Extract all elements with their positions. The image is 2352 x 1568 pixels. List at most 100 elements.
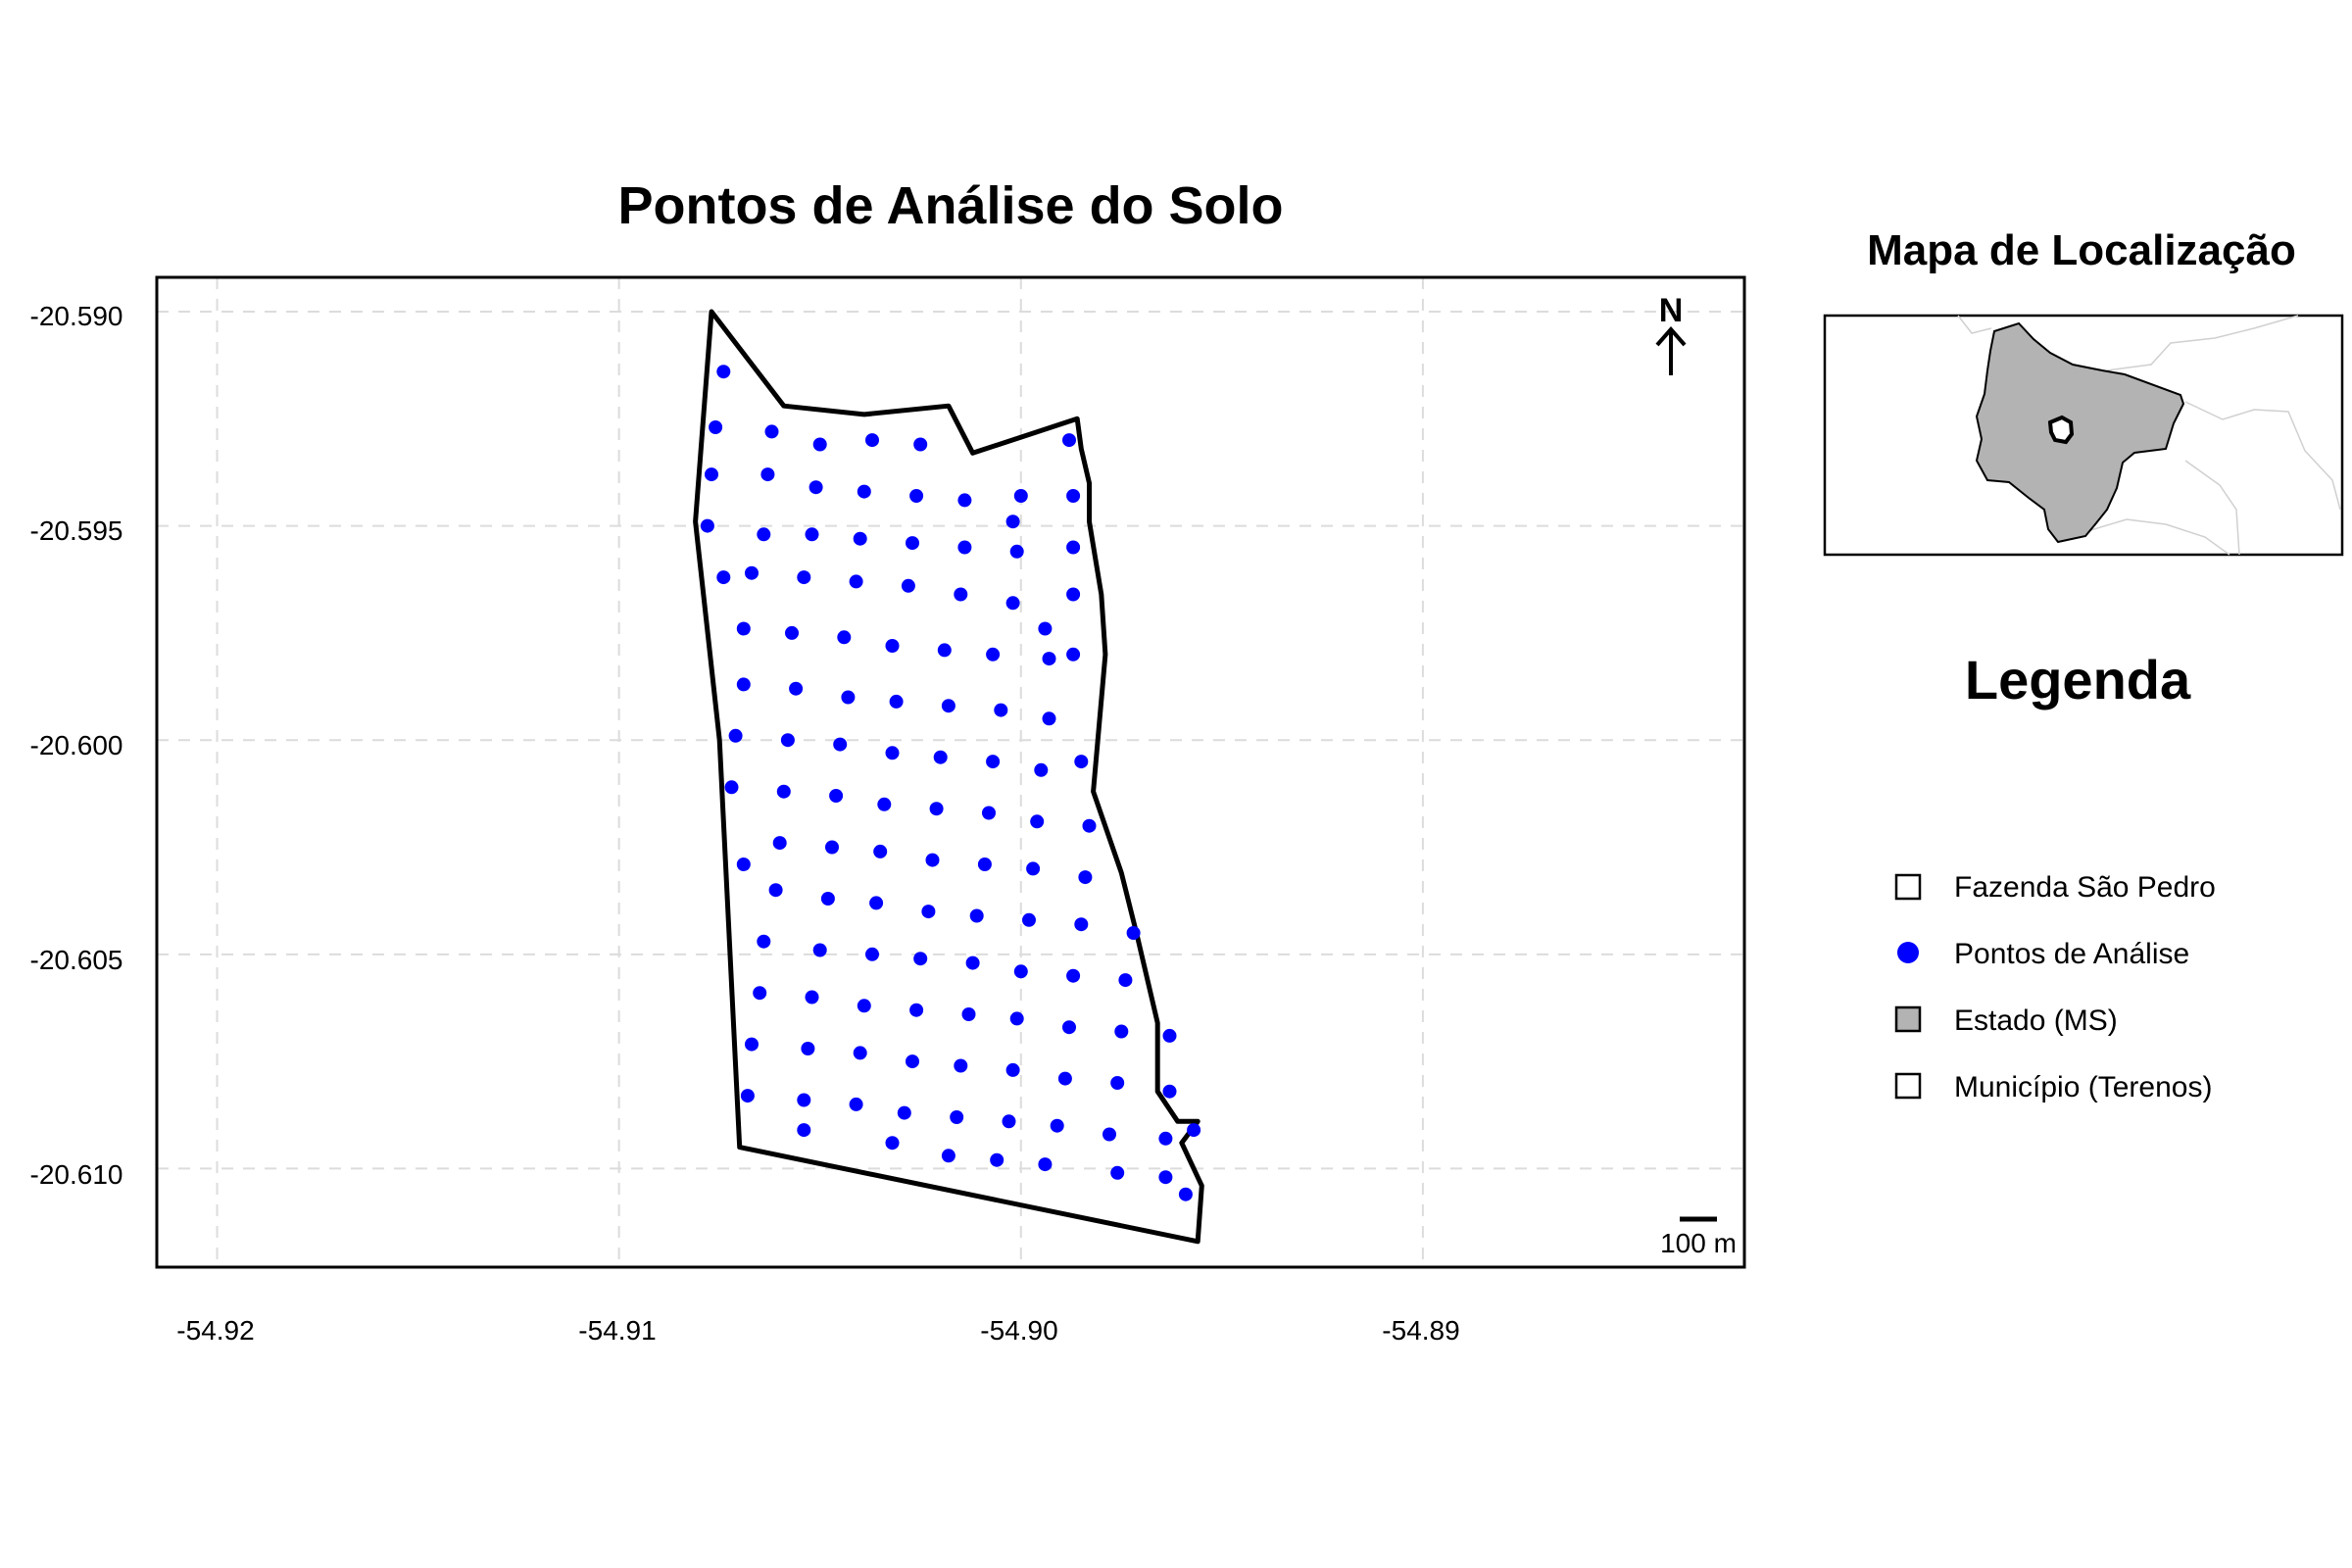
sample-point [853,531,867,546]
sample-point [950,1110,964,1124]
grid-lines [157,277,1744,1267]
sample-point [745,565,759,580]
sample-point [709,420,723,434]
sample-point [1162,1028,1177,1043]
main-map-panel: -20.590 -20.595 -20.600 -20.605 -20.610 … [30,275,1746,1346]
sample-point [724,780,739,795]
x-tick-label: -54.90 [980,1315,1057,1346]
state-ms-shape [1975,321,2185,544]
sample-point [1057,1071,1072,1086]
legend-item-municipio: Município (Terenos) [1894,1071,2212,1103]
sample-point [1038,1157,1053,1172]
sample-point [1050,1118,1064,1133]
sample-point [1038,621,1053,636]
sample-point [929,802,944,816]
legend-title: Legenda [1965,649,2191,710]
sample-point [736,621,751,636]
sample-point [825,840,839,855]
sample-point [941,1149,956,1163]
sample-point [857,999,871,1013]
north-arrow-icon: N [1655,292,1687,375]
sample-point [925,853,940,867]
legend-label: Município (Terenos) [1954,1071,2212,1103]
sample-point [812,437,827,452]
legend: Fazenda São Pedro Pontos de Análise Esta… [1894,871,2216,1103]
farm-boundary [693,309,1204,1245]
sample-point [1005,514,1020,529]
sample-point [736,858,751,871]
sample-point [1118,973,1133,988]
y-tick-label: -20.605 [30,945,123,975]
sample-point [885,746,900,760]
sample-point [990,1152,1004,1167]
sample-point [1005,596,1020,611]
sample-point [820,892,835,906]
y-tick-label: -20.590 [30,301,123,331]
legend-item-estado: Estado (MS) [1894,1004,2118,1037]
sample-point [1158,1170,1173,1185]
sample-point [829,789,844,803]
sample-point [906,1054,919,1069]
sample-point [877,797,892,811]
sample-point [1082,818,1097,833]
sample-point [808,480,823,495]
sample-point [857,484,871,499]
sample-point [1066,489,1081,503]
sample-point [1074,917,1089,932]
sample-point [760,467,775,482]
sample-point [776,784,791,799]
sample-point [957,540,972,555]
sample-point [1114,1024,1129,1039]
legend-label: Estado (MS) [1954,1004,2118,1037]
sample-point [885,639,900,653]
sample-point [901,578,915,593]
y-tick-label: -20.595 [30,515,123,546]
sample-point [1062,433,1076,448]
sample-point [849,574,863,589]
sample-point [1158,1131,1173,1146]
inset-map-title: Mapa de Localização [1867,226,2296,274]
legend-symbol-open-square [1894,1072,1922,1100]
north-label: N [1659,292,1684,329]
sample-point [716,570,731,585]
sample-point [965,956,980,970]
sample-point [909,489,924,503]
sample-point [909,1003,924,1017]
sample-point [986,647,1001,662]
sample-point [1110,1076,1125,1090]
sample-point [797,570,811,585]
sample-point [1066,647,1081,662]
sample-point [1110,1165,1125,1180]
sample-point [797,1123,811,1138]
y-axis-ticks: -20.590 -20.595 -20.600 -20.605 -20.610 [30,301,123,1190]
legend-item-pontos: Pontos de Análise [1897,938,2189,970]
sample-point [716,365,731,379]
sample-point [1022,912,1036,927]
x-axis-ticks: -54.92 -54.91 -54.90 -54.89 [176,1315,1459,1346]
sample-point [728,728,743,743]
sample-point [1030,814,1045,829]
sample-point [753,986,767,1001]
legend-label: Pontos de Análise [1954,938,2189,970]
sample-point [961,1007,976,1021]
neighbor-borders [1957,315,2341,556]
sample-point [736,677,751,692]
legend-symbol-open-square [1894,873,1922,901]
sample-point [757,934,771,949]
main-map-title: Pontos de Análise do Solo [617,176,1283,235]
sample-point [1013,489,1028,503]
sample-point [805,990,819,1004]
sample-points [700,365,1201,1201]
sample-point [994,703,1008,717]
sample-point [1062,1020,1076,1035]
sample-point [933,750,948,764]
sample-point [954,587,968,602]
sample-point [1078,870,1093,885]
sample-point [921,905,936,919]
x-tick-label: -54.89 [1382,1315,1459,1346]
municipality-terenos-shape [2047,415,2075,445]
y-tick-label: -20.600 [30,730,123,760]
sample-point [812,943,827,957]
sample-point [1009,1011,1024,1026]
